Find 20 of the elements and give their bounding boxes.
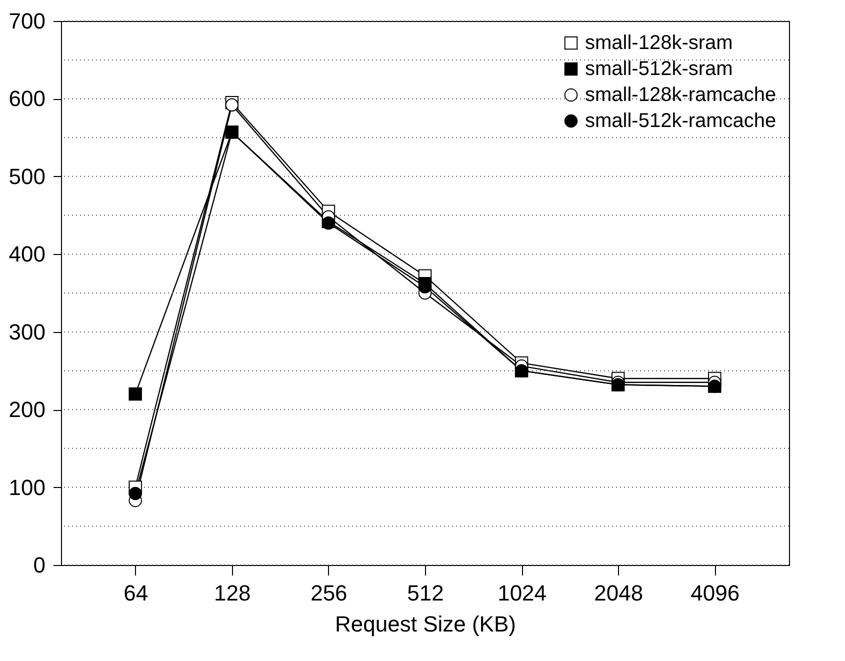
legend-label: small-128k-sram	[585, 32, 733, 54]
y-tick-label: 700	[8, 8, 46, 34]
x-tick-label: 2048	[594, 580, 644, 606]
x-tick-label: 128	[214, 580, 251, 606]
y-tick-label: 400	[8, 242, 46, 267]
legend-label: small-512k-sram	[585, 58, 733, 80]
legend-label: small-128k-ramcache	[585, 84, 776, 106]
x-tick-label: 64	[124, 580, 148, 606]
y-tick-label: 0	[33, 552, 46, 578]
x-tick-label: 4096	[690, 580, 740, 606]
y-tick-label: 600	[8, 86, 46, 112]
x-tick-label: 1024	[498, 580, 547, 606]
y-tick-label: 300	[8, 319, 46, 344]
x-axis-title: Request Size (KB)	[335, 612, 516, 636]
y-tick-label: 500	[8, 164, 46, 189]
y-tick-label: 100	[8, 474, 46, 500]
legend-label: small-512k-ramcache	[585, 110, 776, 132]
y-tick-label: 200	[8, 397, 46, 422]
x-tick-label: 512	[407, 580, 444, 606]
x-tick-label: 256	[310, 580, 348, 606]
